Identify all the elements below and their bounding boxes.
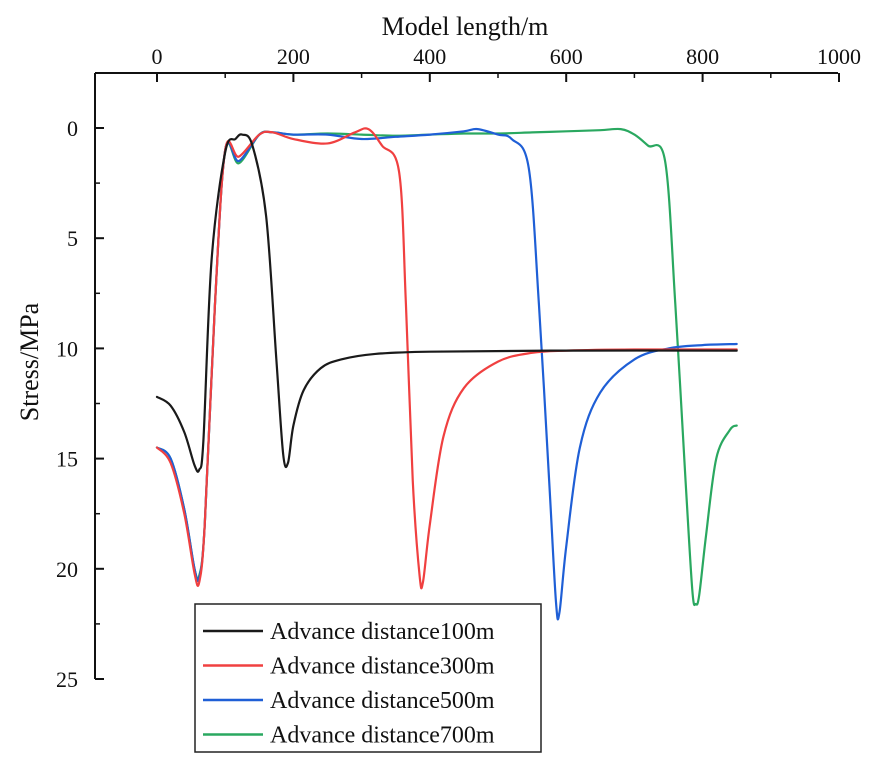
y-tick-label: 5 [67, 226, 78, 251]
y-ticks: 0 5 10 15 20 25 [56, 72, 104, 692]
x-axis-title: Model length/m [382, 12, 549, 41]
legend-label: Advance distance300m [270, 654, 495, 680]
y-tick-label: 25 [56, 667, 78, 692]
x-tick-label: 1000 [817, 44, 861, 69]
series-line-2 [155, 127, 738, 590]
legend-box [194, 603, 542, 753]
legend-label: Advance distance500m [270, 688, 495, 714]
series-line-4 [155, 127, 738, 607]
y-tick-label: 20 [56, 557, 78, 582]
y-tick-label: 15 [56, 447, 78, 472]
x-tick-label: 600 [550, 44, 583, 69]
legend-label: Advance distance100m [270, 619, 495, 645]
series-lines [155, 127, 738, 621]
x-tick-label: 0 [152, 44, 163, 69]
y-tick-label: 0 [67, 116, 78, 141]
x-tick-label: 800 [686, 44, 719, 69]
series-line-1 [155, 133, 738, 473]
legend-items: Advance distance100m Advance distance300m… [203, 619, 495, 749]
x-ticks: 0 200 400 600 800 1000 [152, 44, 861, 82]
legend: Advance distance100m Advance distance300m… [194, 603, 542, 753]
y-axis-title: Stress/MPa [15, 302, 44, 421]
x-tick-label: 200 [277, 44, 310, 69]
y-tick-label: 10 [56, 336, 78, 361]
series-line-3 [155, 127, 738, 621]
x-tick-label: 400 [413, 44, 446, 69]
legend-label: Advance distance700m [270, 723, 495, 749]
